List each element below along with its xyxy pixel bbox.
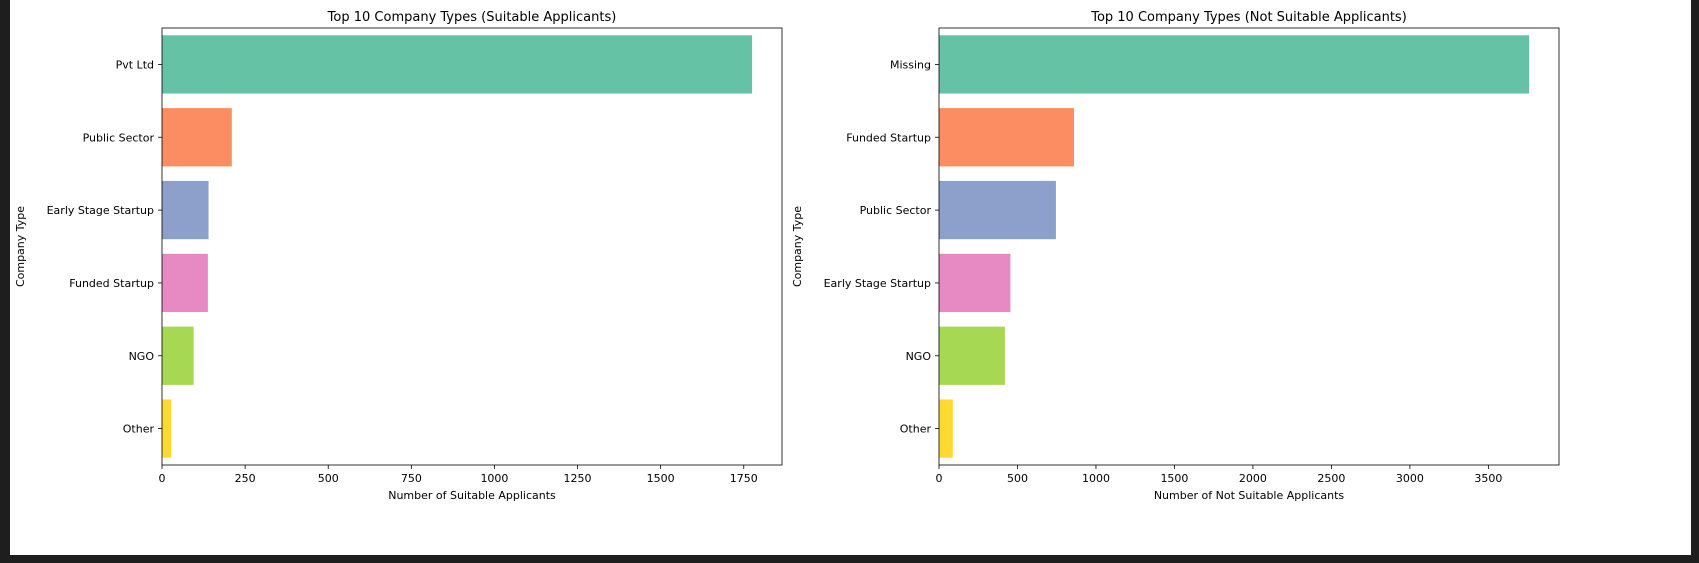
bar-ngo xyxy=(162,326,194,385)
x-axis-label: Number of Not Suitable Applicants xyxy=(1154,489,1345,502)
y-tick-label: NGO xyxy=(906,350,932,363)
chart-suitable-applicants: Top 10 Company Types (Suitable Applicant… xyxy=(14,10,783,502)
bar-ngo xyxy=(939,326,1005,385)
y-tick-label: Funded Startup xyxy=(69,277,154,290)
y-tick-label: Funded Startup xyxy=(846,131,931,144)
bar-public-sector xyxy=(939,180,1056,240)
y-axis-label: Company Type xyxy=(14,206,27,287)
bar-missing xyxy=(939,35,1530,94)
plot-frame xyxy=(161,27,783,466)
bar-pvt-ltd xyxy=(162,35,753,94)
x-tick-label: 2000 xyxy=(1239,472,1267,485)
x-tick-label: 1500 xyxy=(647,472,675,485)
bar-other xyxy=(162,399,172,458)
x-tick-label: 750 xyxy=(401,472,422,485)
x-axis-label: Number of Suitable Applicants xyxy=(388,489,556,502)
x-tick-label: 500 xyxy=(318,472,339,485)
chart-not-suitable-applicants: Top 10 Company Types (Not Suitable Appli… xyxy=(791,10,1560,502)
chart-title: Top 10 Company Types (Not Suitable Appli… xyxy=(1090,10,1407,25)
y-tick-label: Early Stage Startup xyxy=(47,204,154,217)
y-tick-label: Public Sector xyxy=(83,131,155,144)
x-tick-label: 3500 xyxy=(1474,472,1502,485)
x-tick-label: 250 xyxy=(235,472,256,485)
bar-funded-startup xyxy=(162,253,208,313)
y-tick-label: NGO xyxy=(129,350,155,363)
y-tick-label: Missing xyxy=(890,58,931,71)
y-axis-label: Company Type xyxy=(791,206,804,287)
x-tick-label: 1000 xyxy=(480,472,508,485)
bar-public-sector xyxy=(162,108,232,167)
figure: Top 10 Company Types (Suitable Applicant… xyxy=(10,0,1691,555)
y-tick-label: Public Sector xyxy=(860,204,932,217)
bar-early-stage-startup xyxy=(162,180,209,240)
y-tick-label: Pvt Ltd xyxy=(116,58,154,71)
y-tick-label: Other xyxy=(123,423,155,436)
bar-other xyxy=(939,399,953,458)
x-tick-label: 2500 xyxy=(1317,472,1345,485)
y-tick-label: Early Stage Startup xyxy=(824,277,931,290)
x-tick-label: 3000 xyxy=(1396,472,1424,485)
plot-frame xyxy=(938,27,1560,466)
x-tick-label: 1250 xyxy=(564,472,592,485)
x-tick-label: 0 xyxy=(159,472,166,485)
x-tick-label: 1750 xyxy=(730,472,758,485)
charts-canvas: Top 10 Company Types (Suitable Applicant… xyxy=(14,10,1560,502)
chart-title: Top 10 Company Types (Suitable Applicant… xyxy=(327,10,617,25)
x-tick-label: 500 xyxy=(1007,472,1028,485)
y-tick-label: Other xyxy=(900,423,932,436)
bar-early-stage-startup xyxy=(939,253,1011,313)
bar-funded-startup xyxy=(939,108,1074,167)
x-tick-label: 0 xyxy=(936,472,943,485)
x-tick-label: 1500 xyxy=(1160,472,1188,485)
x-tick-label: 1000 xyxy=(1082,472,1110,485)
